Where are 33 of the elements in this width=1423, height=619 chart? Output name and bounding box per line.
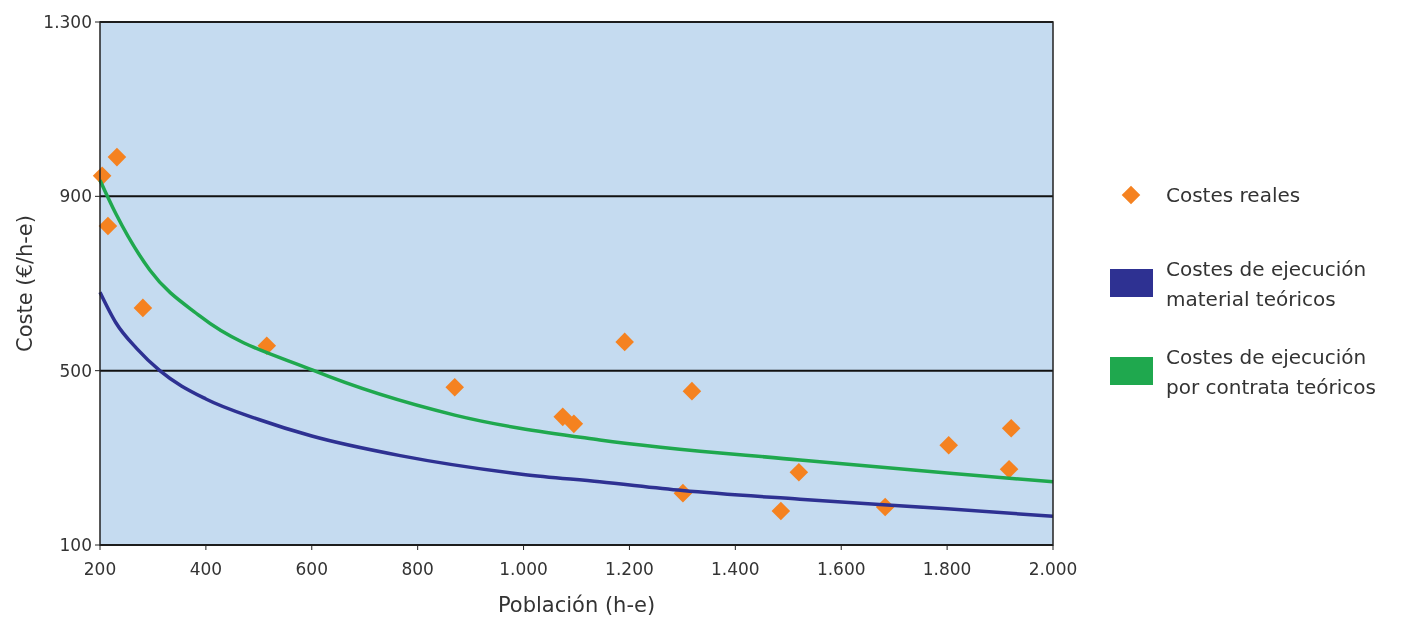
y-tick-label: 1.300	[43, 12, 92, 32]
x-tick-label: 2.000	[1028, 559, 1078, 579]
x-tick-label: 400	[189, 559, 223, 579]
legend-label: Costes reales	[1166, 183, 1301, 207]
x-tick-label: 200	[83, 559, 117, 579]
point	[98, 216, 118, 236]
point	[564, 414, 584, 434]
x-tick-label: 800	[401, 559, 434, 579]
legend-label: Costes de ejecución por contrata teóricos	[1166, 345, 1377, 399]
point	[553, 407, 573, 427]
x-tick-label: 1.600	[816, 559, 866, 579]
point	[789, 462, 809, 482]
point	[445, 377, 465, 397]
x-tick-label: 1.800	[922, 559, 972, 579]
point	[133, 298, 153, 318]
y-axis-title: Coste (€/h-e)	[13, 215, 37, 352]
x-tick-label: 1.000	[499, 559, 548, 579]
x-axis-title: Población (h-e)	[497, 593, 656, 617]
point	[999, 459, 1019, 479]
line-series	[98, 290, 1055, 518]
point	[615, 332, 634, 352]
point	[771, 501, 791, 521]
legend-label: Costes de ejecución material teóricos	[1166, 257, 1367, 311]
point	[1001, 418, 1021, 438]
x-tick-label: 600	[295, 559, 328, 579]
point	[107, 147, 127, 167]
y-tick-label: 500	[59, 360, 92, 381]
x-tick-label: 1.200	[605, 559, 654, 579]
y-tick-label: 900	[59, 186, 92, 207]
x-tick-label: 1.400	[711, 559, 760, 579]
point	[939, 435, 958, 455]
point	[682, 381, 702, 401]
y-tick-label: 100	[59, 535, 92, 555]
